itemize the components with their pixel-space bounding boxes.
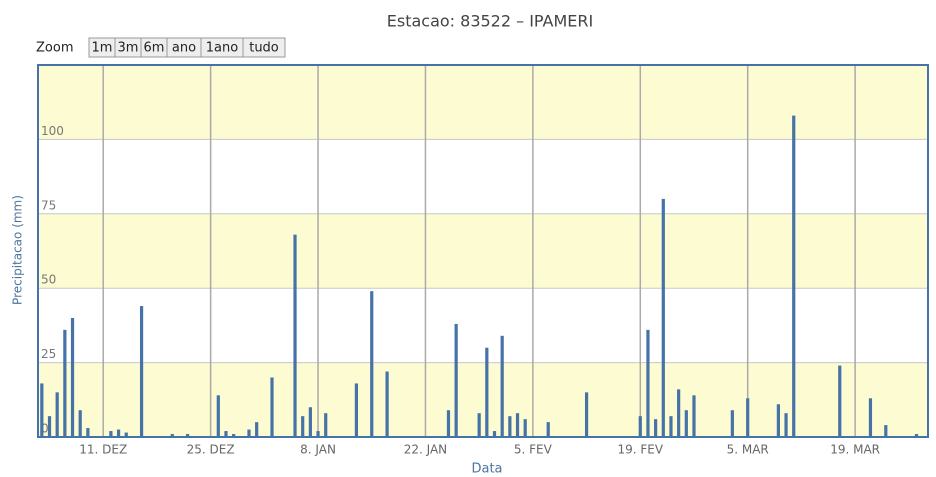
bar <box>247 429 251 437</box>
bar <box>354 383 359 437</box>
bar <box>370 291 374 437</box>
bar <box>301 416 305 437</box>
bar <box>523 419 527 437</box>
bar <box>255 422 259 437</box>
bar <box>638 416 642 437</box>
bar <box>324 413 328 437</box>
bar <box>661 198 665 437</box>
plot-frame <box>37 64 929 438</box>
bar <box>170 434 174 437</box>
zoom-button-label[interactable]: 3m <box>118 41 139 56</box>
bar <box>109 431 113 437</box>
y-tick-label: 0 <box>41 422 49 436</box>
bar <box>838 365 842 437</box>
bar <box>116 429 121 437</box>
bar <box>216 395 220 437</box>
bar <box>692 395 696 437</box>
bar <box>784 413 788 437</box>
y-tick-label: 25 <box>41 347 56 361</box>
bar <box>293 234 297 437</box>
zoom-button-label[interactable]: 1ano <box>206 41 238 56</box>
bar <box>232 434 236 437</box>
plot-band <box>38 213 928 289</box>
zoom-button-label[interactable]: 1m <box>92 41 113 56</box>
zoom-button[interactable] <box>242 37 286 58</box>
y-tick-label: 75 <box>41 198 56 212</box>
bar <box>63 329 67 437</box>
bar <box>515 413 520 437</box>
bar <box>477 413 481 437</box>
bar <box>654 419 658 437</box>
bar <box>308 407 312 437</box>
x-tick-label: 11. DEZ <box>79 443 127 457</box>
bar <box>914 434 919 437</box>
y-axis-label: Precipitacao (mm) <box>11 195 25 305</box>
bar <box>86 428 90 437</box>
zoom-button-label[interactable]: tudo <box>249 41 279 56</box>
bar <box>139 306 144 437</box>
bar <box>669 416 673 437</box>
bar <box>385 371 389 437</box>
zoom-label: Zoom <box>36 41 73 56</box>
x-tick-label: 5. MAR <box>727 443 769 457</box>
bar <box>776 404 780 437</box>
bar <box>884 425 888 437</box>
bar <box>500 335 504 437</box>
chart-title: Estacao: 83522 – IPAMERI <box>387 12 594 31</box>
bar <box>47 416 52 437</box>
bar <box>546 422 550 437</box>
y-tick-label: 100 <box>41 124 64 138</box>
bar <box>677 389 681 437</box>
bar <box>792 115 796 437</box>
bar <box>270 377 274 437</box>
bar <box>316 431 320 437</box>
bar <box>746 398 750 437</box>
y-tick-label: 50 <box>41 273 56 287</box>
plot-band <box>38 65 928 140</box>
bar <box>55 392 59 437</box>
bar <box>70 317 75 437</box>
bar <box>40 383 44 437</box>
bar <box>446 410 451 437</box>
bar <box>454 323 458 437</box>
x-tick-label: 5. FEV <box>514 443 553 457</box>
bar <box>508 416 512 437</box>
bar <box>868 398 873 437</box>
x-axis-label: Data <box>471 462 502 477</box>
bar <box>124 432 128 437</box>
x-tick-label: 22. JAN <box>404 443 447 457</box>
bar <box>646 329 650 437</box>
x-tick-label: 19. FEV <box>617 443 663 457</box>
bar <box>584 392 589 437</box>
bar <box>78 410 82 437</box>
bar <box>186 434 190 437</box>
bar <box>684 410 688 437</box>
bar <box>224 431 228 437</box>
x-tick-label: 8. JAN <box>300 443 336 457</box>
x-tick-label: 19. MAR <box>830 443 880 457</box>
x-tick-label: 25. DEZ <box>187 443 235 457</box>
bar <box>492 431 497 437</box>
bar <box>485 347 489 437</box>
zoom-button-label[interactable]: 6m <box>144 41 165 56</box>
bar <box>730 410 734 437</box>
zoom-button-label[interactable]: ano <box>172 41 196 56</box>
